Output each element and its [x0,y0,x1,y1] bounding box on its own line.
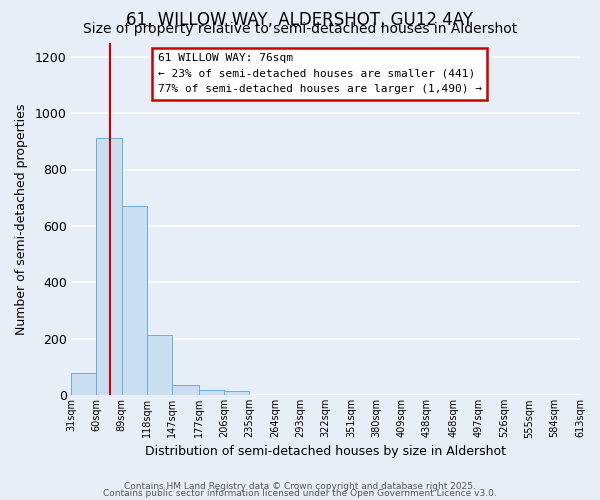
Bar [97,138,122,396]
Bar [199,390,224,396]
Bar [224,391,250,396]
Bar [172,386,199,396]
Bar [122,206,147,396]
Y-axis label: Number of semi-detached properties: Number of semi-detached properties [15,103,28,334]
Text: Contains public sector information licensed under the Open Government Licence v3: Contains public sector information licen… [103,488,497,498]
Text: Size of property relative to semi-detached houses in Aldershot: Size of property relative to semi-detach… [83,22,517,36]
Bar [71,372,97,396]
Text: Contains HM Land Registry data © Crown copyright and database right 2025.: Contains HM Land Registry data © Crown c… [124,482,476,491]
Bar [147,334,172,396]
Text: 61 WILLOW WAY: 76sqm
← 23% of semi-detached houses are smaller (441)
77% of semi: 61 WILLOW WAY: 76sqm ← 23% of semi-detac… [158,53,482,94]
Text: 61, WILLOW WAY, ALDERSHOT, GU12 4AY: 61, WILLOW WAY, ALDERSHOT, GU12 4AY [127,11,473,29]
X-axis label: Distribution of semi-detached houses by size in Aldershot: Distribution of semi-detached houses by … [145,444,506,458]
